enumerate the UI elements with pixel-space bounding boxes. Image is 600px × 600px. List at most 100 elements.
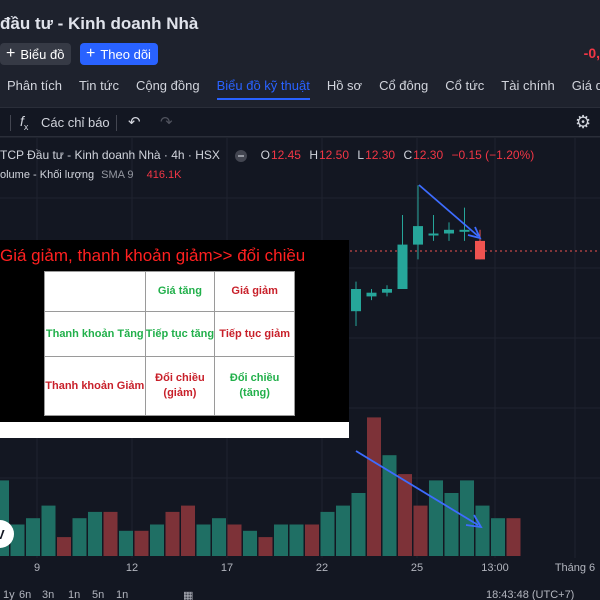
volume-bar — [243, 530, 257, 556]
range-1y[interactable]: 1y — [3, 589, 15, 600]
volume-label[interactable]: olume - Khối lượng — [0, 169, 95, 181]
volume-bar — [398, 474, 412, 556]
time-tick-label: 12 — [126, 562, 138, 574]
tab-dividends[interactable]: Cổ tức — [445, 78, 485, 93]
candle-body — [382, 289, 392, 293]
volume-bar — [57, 537, 71, 556]
volume-bar — [72, 518, 87, 556]
volume-bar — [367, 417, 381, 556]
tv-logo: V — [0, 520, 14, 548]
volume-trend-arrowhead — [465, 514, 483, 529]
tab-community[interactable]: Cộng đồng — [135, 78, 200, 93]
tab-profile[interactable]: Hồ sơ — [326, 78, 363, 93]
matrix-cell: Đổi chiều (tăng) — [214, 356, 295, 416]
range-1y-b[interactable]: 6n — [19, 589, 32, 600]
matrix-cell: Tiếp tục giảm — [214, 311, 295, 357]
volume-bar — [181, 505, 195, 556]
follow-button[interactable]: + Theo dõi — [80, 43, 158, 65]
volume-value: 416.1K — [146, 169, 182, 181]
candle-body — [413, 226, 423, 245]
open-value: 12.45 — [270, 148, 301, 162]
svg-text:V: V — [0, 527, 5, 542]
matrix-cell: Đổi chiều (giảm) — [144, 356, 216, 416]
volume-bar — [134, 530, 149, 556]
gear-icon[interactable]: ⚙ — [575, 112, 592, 132]
volume-bar — [289, 524, 304, 556]
time-tick-label: 22 — [316, 562, 328, 574]
symbol-label[interactable]: TCP Đầu tư - Kinh doanh Nhà · 4h · HSX — [0, 148, 220, 162]
volume-bar — [258, 537, 273, 556]
tab-technical-chart[interactable]: Biểu đồ kỹ thuật — [216, 72, 311, 102]
candle-body — [366, 292, 377, 297]
low-label: L — [357, 148, 365, 162]
volume-bar — [429, 480, 443, 556]
range-1n[interactable]: 5n — [92, 589, 105, 600]
toolbar-divider — [10, 115, 11, 131]
volume-bar — [10, 524, 25, 556]
tab-shareholders[interactable]: Cổ đông — [379, 78, 429, 93]
volume-bar — [274, 524, 288, 556]
candle-body — [397, 244, 408, 289]
stock-title: đầu tư - Kinh doanh Nhà — [0, 14, 199, 33]
undo-icon[interactable]: ↶ — [128, 114, 141, 131]
volume-bar — [506, 518, 521, 556]
price-liquidity-matrix: Giá tăng Giá giảm Thanh khoản Tăng Tiếp … — [44, 271, 295, 416]
redo-icon[interactable]: ↷ — [160, 114, 173, 131]
volume-bar — [212, 518, 226, 556]
close-value: 12.30 — [413, 148, 444, 162]
ohlc-legend: TCP Đầu tư - Kinh doanh Nhà · 4h · HSX O… — [0, 148, 539, 162]
range-3n[interactable]: 1n — [68, 589, 81, 600]
chart-area[interactable]: 9 12 17 22 25 13:00 Tháng 6 V TCP Đầu tư - Kin… — [0, 138, 600, 600]
time-tick-label: Tháng 6 — [555, 562, 595, 574]
range-6n[interactable]: 3n — [42, 589, 55, 600]
price-trend-arrowhead — [467, 226, 482, 240]
clock-time: 18:43:48 (UTC+7) — [486, 589, 575, 600]
candle-body — [428, 233, 439, 236]
volume-bar — [305, 524, 319, 556]
sma-label: SMA 9 — [101, 169, 134, 181]
volume-legend: olume - Khối lượng SMA 9 416.1K — [0, 169, 181, 181]
matrix-row-liquidity-down: Thanh khoản Giảm — [44, 356, 146, 416]
volume-bar — [41, 505, 56, 556]
volume-bar — [0, 480, 9, 556]
time-tick-label: 17 — [221, 562, 233, 574]
volume-bar — [336, 505, 350, 556]
volume-bar — [444, 493, 459, 556]
time-axis: 9 12 17 22 25 13:00 Tháng 6 — [34, 562, 595, 574]
hide-icon[interactable] — [235, 149, 248, 162]
plus-icon: + — [6, 45, 16, 62]
high-value: 12.50 — [319, 148, 350, 162]
overlay-bottom-strip — [0, 422, 349, 438]
volume-bar — [119, 530, 133, 556]
overlay-image: Giá giảm, thanh khoản giảm>> đổi chiều G… — [0, 240, 349, 438]
tab-financials[interactable]: Tài chính — [501, 78, 555, 93]
volume-trend-arrow — [355, 450, 483, 529]
candle-body — [351, 289, 361, 312]
volume-bar — [382, 455, 397, 556]
time-tick-label: 9 — [34, 562, 40, 574]
price-trend-arrow — [418, 184, 482, 240]
volume-bar — [165, 511, 180, 556]
tab-news[interactable]: Tin tức — [78, 78, 119, 93]
chart-button-label: Biểu đồ — [20, 46, 65, 62]
indicators-button[interactable]: Các chỉ báo — [41, 115, 110, 130]
open-label: O — [260, 148, 270, 162]
calendar-icon[interactable]: ▦ — [183, 590, 194, 600]
volume-bar — [26, 518, 40, 556]
range-5n[interactable]: 1n — [116, 589, 129, 600]
volume-bar — [413, 505, 428, 556]
volume-bar — [88, 511, 102, 556]
fx-icon[interactable]: fx — [20, 113, 29, 132]
bottom-bar: 1y 6n 3n 1n 5n 1n ▦ 18:43:48 (UTC+7) — [0, 588, 600, 600]
follow-button-label: Theo dõi — [100, 46, 151, 62]
volume-bar — [491, 518, 505, 556]
matrix-cell: Tiếp tục tăng — [144, 311, 216, 357]
volume-bar — [150, 524, 164, 556]
chart-toolbar: fx Các chỉ báo ↶ ↷ ⚙ — [0, 107, 600, 137]
tab-price-history[interactable]: Giá quá khứ — [571, 78, 600, 93]
tab-analysis[interactable]: Phân tích — [7, 78, 62, 93]
chart-button[interactable]: + Biểu đồ — [0, 43, 72, 65]
volume-bar — [103, 511, 118, 556]
price-candles — [351, 185, 485, 326]
